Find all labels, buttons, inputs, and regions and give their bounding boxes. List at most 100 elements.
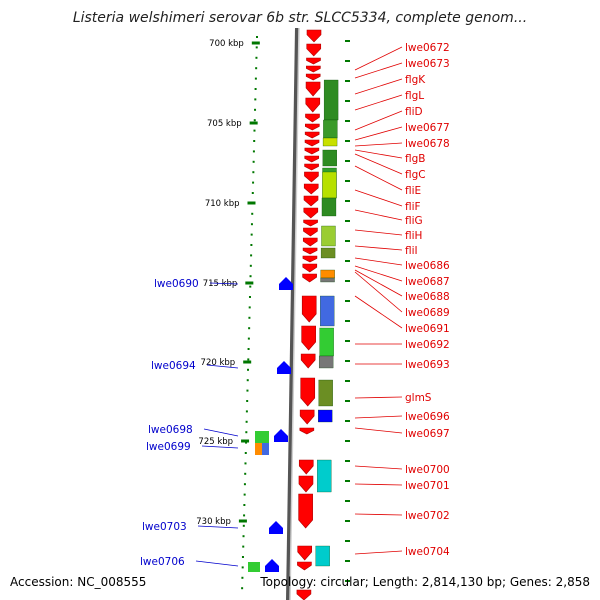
gene-forward[interactable] [302,247,318,255]
gene-reverse[interactable] [274,429,288,442]
gene-label-lwe0701[interactable]: lwe0701 [405,480,450,492]
scale-tick-label: 705 kbp [207,119,242,129]
gene-forward[interactable] [300,377,316,407]
gene-forward[interactable] [297,561,312,571]
gene-label-lwe0688[interactable]: lwe0688 [405,291,450,303]
gene-label-lwe0690[interactable]: lwe0690 [154,278,199,290]
gene-label-lwe0686[interactable]: lwe0686 [405,260,450,272]
label-leader [354,396,403,399]
gene-forward[interactable] [303,227,318,237]
track-dot [345,400,350,402]
track-dot [345,140,350,142]
gene-label-lwe0693[interactable]: lwe0693 [405,359,450,371]
gene-forward[interactable] [302,273,317,283]
gene-label-glms[interactable]: glmS [405,392,432,404]
gene-reverse[interactable] [277,361,291,374]
gene-forward[interactable] [305,73,321,81]
gene-forward[interactable] [298,459,314,475]
gene-forward[interactable] [301,295,317,323]
scale-dot [241,587,244,590]
cog-block [255,443,262,455]
gene-reverse[interactable] [279,277,293,290]
gene-label-lwe0694[interactable]: lwe0694 [151,360,196,372]
gene-forward[interactable] [302,263,318,273]
track-dot [345,520,350,522]
gene-forward[interactable] [299,427,315,435]
gene-forward[interactable] [296,589,312,600]
label-leader [354,483,403,486]
gene-label-lwe0691[interactable]: lwe0691 [405,323,450,335]
gene-reverse[interactable] [269,521,283,534]
gene-forward[interactable] [303,183,319,195]
gene-label-lwe0700[interactable]: lwe0700 [405,464,450,476]
gene-label-flgb[interactable]: flgB [405,153,425,165]
gene-forward[interactable] [301,325,316,351]
gene-forward[interactable] [298,475,314,493]
gene-forward[interactable] [305,113,320,123]
scale-tick-label: 715 kbp [203,279,238,289]
gene-forward[interactable] [304,147,320,155]
gene-forward[interactable] [302,237,318,247]
gene-forward[interactable] [297,545,313,561]
label-leader [354,62,403,79]
gene-forward[interactable] [299,409,315,425]
gene-forward[interactable] [303,207,319,219]
gene-label-lwe0678[interactable]: lwe0678 [405,138,450,150]
track-dot [345,240,350,242]
gene-label-lwe0702[interactable]: lwe0702 [405,510,450,522]
gene-forward[interactable] [304,163,319,171]
scale-tick-label: 725 kbp [198,437,233,447]
gene-label-flgk[interactable]: flgK [405,74,426,86]
gene-label-lwe0672[interactable]: lwe0672 [405,42,450,54]
gene-label-lwe0706[interactable]: lwe0706 [140,556,185,568]
gene-forward[interactable] [305,81,321,97]
gene-label-lwe0697[interactable]: lwe0697 [405,428,450,440]
gene-label-lwe0698[interactable]: lwe0698 [148,424,193,436]
gene-forward[interactable] [306,57,321,65]
gene-forward[interactable] [303,219,318,227]
gene-label-lwe0692[interactable]: lwe0692 [405,339,450,351]
gene-label-lwe0677[interactable]: lwe0677 [405,122,450,134]
gene-forward[interactable] [304,171,319,183]
gene-forward[interactable] [306,43,322,57]
label-leader [354,295,403,329]
label-leader [354,229,403,236]
cog-block [320,269,335,279]
gene-forward[interactable] [302,255,318,263]
scale-dot [246,389,249,392]
gene-forward[interactable] [305,123,320,131]
gene-forward[interactable] [304,155,320,163]
gene-label-lwe0699[interactable]: lwe0699 [146,441,191,453]
gene-forward[interactable] [304,131,320,139]
scale-dot [251,192,254,194]
gene-forward[interactable] [306,65,321,73]
gene-forward[interactable] [300,353,316,369]
cog-block [321,225,336,247]
gene-label-lwe0673[interactable]: lwe0673 [405,58,450,70]
gene-label-lwe0687[interactable]: lwe0687 [405,276,450,288]
gene-label-lwe0689[interactable]: lwe0689 [405,307,450,319]
gene-forward[interactable] [304,139,320,147]
gene-label-flid[interactable]: fliD [405,106,423,118]
track-dot [345,380,350,382]
cog-block [317,459,332,493]
scale-dot [248,316,251,319]
gene-label-flgc[interactable]: flgC [405,169,426,181]
gene-label-flih[interactable]: fliH [405,230,422,242]
gene-forward[interactable] [305,97,321,113]
scale-dot [253,129,256,132]
label-leader [209,282,239,285]
gene-reverse[interactable] [265,559,279,572]
gene-label-flgl[interactable]: flgL [405,90,424,102]
gene-label-flie[interactable]: fliE [405,185,421,197]
gene-label-flif[interactable]: fliF [405,201,421,213]
gene-label-flii[interactable]: fliI [405,245,418,257]
gene-forward[interactable] [303,195,319,207]
gene-label-lwe0703[interactable]: lwe0703 [142,521,187,533]
gene-label-flig[interactable]: fliG [405,215,423,227]
gene-forward[interactable] [306,29,322,43]
gene-label-lwe0704[interactable]: lwe0704 [405,546,450,558]
gene-forward[interactable] [298,493,313,529]
gene-label-lwe0696[interactable]: lwe0696 [405,411,450,423]
